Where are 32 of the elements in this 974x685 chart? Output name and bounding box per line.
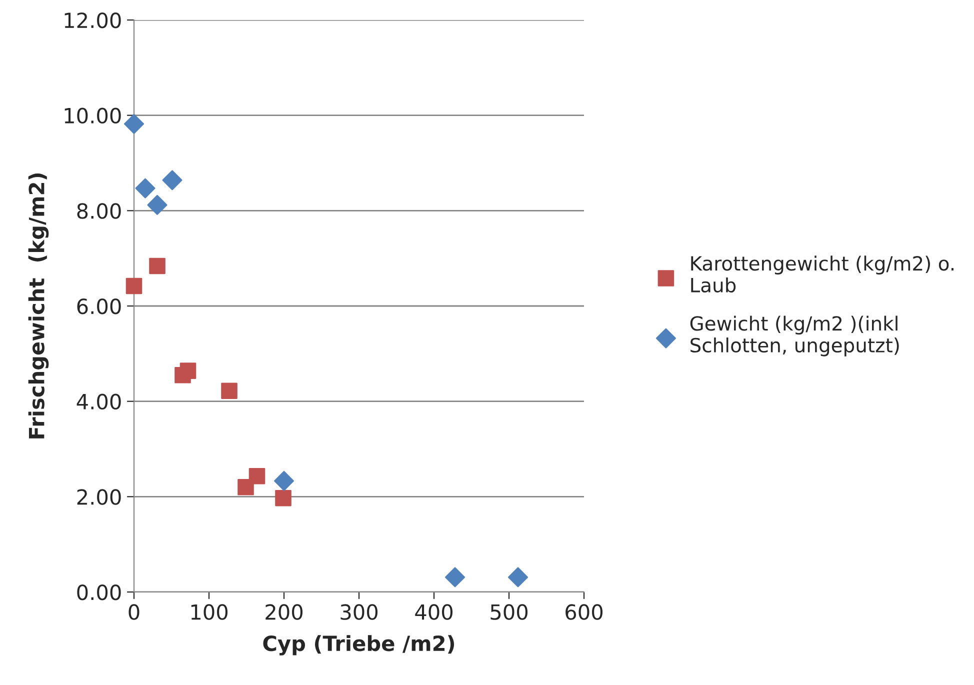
point [274, 470, 294, 491]
y-tick-label: 0.00 [77, 584, 121, 600]
y-tick-label: 4.00 [76, 394, 121, 410]
point [147, 194, 168, 215]
x-axis-title: Cyp (Triebe /m2) [263, 635, 454, 656]
x-tick-label: 0 [128, 604, 140, 620]
legend-label: Gewicht (kg/m2 )(inkl Schlotten, ungeputzt) [690, 316, 899, 356]
point [135, 178, 156, 198]
point [126, 278, 142, 294]
point [508, 567, 528, 588]
x-tick-label: 200 [266, 604, 302, 620]
y-tick-label: 8.00 [77, 203, 121, 219]
x-tick-label: 400 [415, 604, 452, 620]
point [180, 362, 196, 379]
point [221, 382, 238, 399]
point [248, 468, 266, 484]
x-tick-label: 300 [340, 604, 378, 620]
point [238, 478, 254, 496]
legend-label: Karottengewicht (kg/m2) o. Laub [691, 256, 954, 293]
y-tick-label: 6.00 [77, 298, 121, 314]
y-tick-label: 2.00 [77, 489, 121, 505]
point [149, 258, 166, 274]
y-axis-title: Frischgewicht (kg/m2) [28, 173, 49, 438]
point [124, 114, 144, 134]
point [275, 490, 292, 506]
y-tick-label: 10.00 [64, 108, 121, 124]
x-tick-label: 500 [490, 604, 528, 620]
x-tick-label: 100 [191, 604, 228, 620]
point [162, 170, 182, 190]
point [444, 567, 466, 588]
x-tick-label: 600 [566, 604, 602, 620]
y-tick-label: 12.00 [64, 12, 121, 28]
